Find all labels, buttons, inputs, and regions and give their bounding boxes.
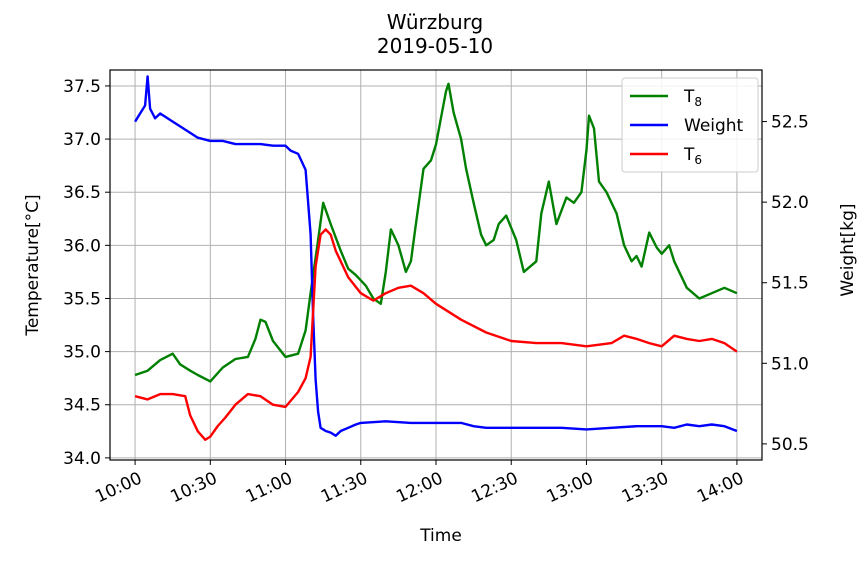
y-right-tick-label: 51.0 xyxy=(771,354,809,374)
chart-title: Würzburg xyxy=(387,10,483,34)
y-left-tick-label: 37.5 xyxy=(63,77,101,97)
chart-subtitle: 2019-05-10 xyxy=(377,34,493,58)
y-left-tick-label: 36.0 xyxy=(63,236,101,256)
y-left-tick-label: 36.5 xyxy=(63,183,101,203)
y-right-tick-label: 52.5 xyxy=(771,113,809,133)
y-axis-left: 34.0 34.5 35.0 35.5 36.0 36.5 37.0 37.5 xyxy=(63,77,110,469)
series-line-t8 xyxy=(134,82,738,383)
series-lines xyxy=(134,75,738,441)
x-tick-label: 11:00 xyxy=(243,468,296,507)
y-left-tick-label: 35.5 xyxy=(63,289,101,309)
grid xyxy=(110,70,762,460)
legend-label: T6 xyxy=(683,145,702,167)
x-tick-label: 14:00 xyxy=(694,468,747,507)
y-axis-right: 50.5 51.0 51.5 52.0 52.5 xyxy=(762,113,809,455)
x-axis-label: Time xyxy=(419,526,462,546)
y-right-tick-label: 51.5 xyxy=(771,274,809,294)
legend-box xyxy=(621,77,759,173)
x-tick-label: 10:00 xyxy=(92,468,145,507)
y-left-tick-label: 35.0 xyxy=(63,343,101,363)
y-right-tick-label: 50.5 xyxy=(771,435,809,455)
series-line-t6 xyxy=(134,228,738,441)
y-right-tick-label: 52.0 xyxy=(771,193,809,213)
x-axis: 10:00 10:30 11:00 11:30 12:00 12:30 13:00 13:30… xyxy=(92,460,747,507)
legend-label: Weight xyxy=(684,116,744,136)
x-tick-label: 12:30 xyxy=(468,468,521,507)
y-left-tick-label: 34.0 xyxy=(63,449,101,469)
x-tick-label: 12:00 xyxy=(393,468,446,507)
y-left-tick-label: 34.5 xyxy=(63,396,101,416)
legend-label: T8 xyxy=(683,87,702,109)
y-axis-right-label: Weight[kg] xyxy=(838,203,858,296)
x-tick-label: 10:30 xyxy=(168,468,221,507)
legend: T8 Weight T6 xyxy=(621,77,759,173)
series-line-weight xyxy=(134,75,738,437)
y-left-tick-label: 37.0 xyxy=(63,130,101,150)
y-axis-left-label: Temperature[°C] xyxy=(23,194,43,336)
x-tick-label: 13:00 xyxy=(544,468,597,507)
x-tick-label: 11:30 xyxy=(318,468,371,507)
x-tick-label: 13:30 xyxy=(619,468,672,507)
